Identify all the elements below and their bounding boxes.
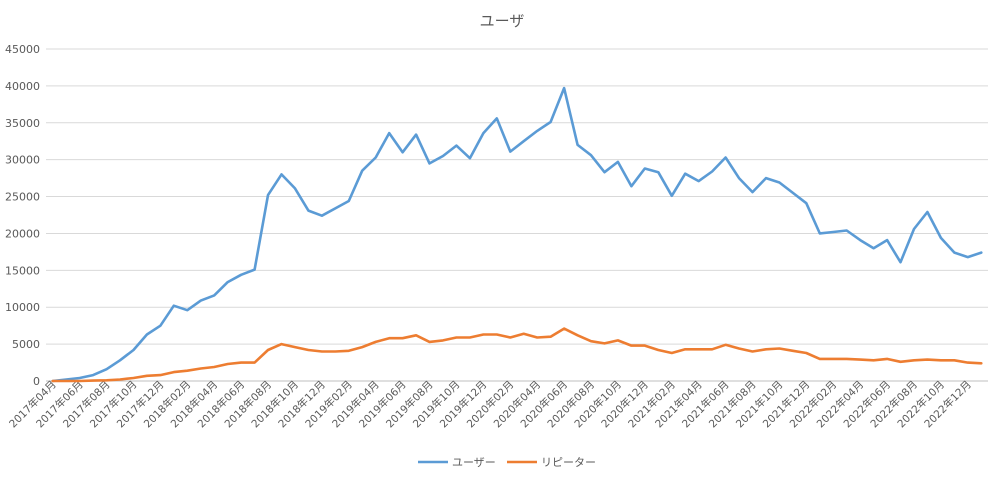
- legend-label-2: リピーター: [541, 456, 596, 469]
- series-line-1: [51, 86, 983, 383]
- y-axis-ticks: 0 5000 10000 15000 20000 25000 30000 35000 40000…: [5, 43, 40, 388]
- legend: ユーザー リピーター: [418, 456, 596, 469]
- y-tick-label: 10000: [5, 301, 40, 314]
- y-tick-label: 45000: [5, 43, 40, 56]
- y-tick-label: 15000: [5, 264, 40, 277]
- y-tick-label: 35000: [5, 117, 40, 130]
- y-tick-label: 40000: [5, 80, 40, 93]
- y-tick-label: 30000: [5, 154, 40, 167]
- chart-title: ユーザ: [480, 12, 525, 30]
- series-line-2: [51, 327, 983, 383]
- y-tick-label: 5000: [12, 338, 40, 351]
- y-tick-label: 25000: [5, 191, 40, 204]
- legend-label-1: ユーザー: [452, 456, 496, 469]
- x-axis-ticks: 2017年04月2017年06月2017年08月2017年10月2017年12月…: [6, 378, 973, 430]
- grid-lines: [46, 48, 988, 382]
- series-lines: [51, 86, 983, 383]
- y-tick-label: 0: [33, 375, 40, 388]
- y-tick-label: 20000: [5, 227, 40, 240]
